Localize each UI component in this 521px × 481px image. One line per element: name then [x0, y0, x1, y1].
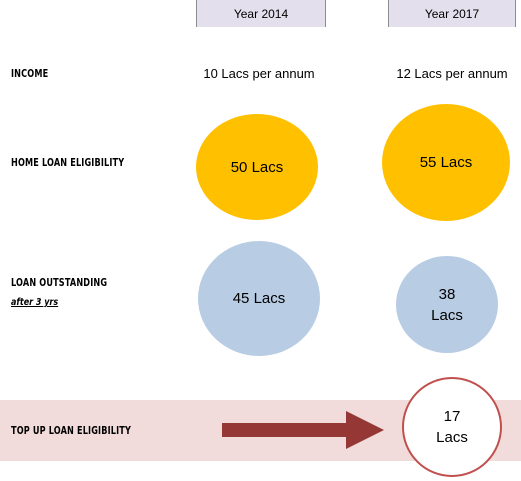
home-loan-2014-circle: 50 Lacs — [196, 114, 318, 220]
header-year-2014: Year 2014 — [196, 0, 326, 27]
top-up-loan-eligibility-label: TOP UP LOAN ELIGIBILITY — [11, 424, 132, 437]
outstanding-2014-value: 45 Lacs — [232, 290, 286, 307]
loan-outstanding-label: LOAN OUTSTANDING — [11, 276, 108, 289]
right-arrow-icon — [222, 411, 384, 449]
top-up-value: 17 — [443, 408, 461, 425]
top-up-unit: Lacs — [436, 429, 468, 446]
income-label: INCOME — [11, 67, 49, 80]
home-loan-eligibility-label: HOME LOAN ELIGIBILITY — [11, 156, 125, 169]
header-year-2017: Year 2017 — [388, 0, 516, 27]
outstanding-2017-value: 38 — [438, 285, 456, 303]
outstanding-2017-unit: Lacs — [431, 306, 463, 324]
income-2017: 12 Lacs per annum — [396, 66, 508, 81]
top-up-value-circle: 17 Lacs — [402, 377, 502, 477]
outstanding-2017-circle: 38 Lacs — [396, 256, 498, 353]
home-loan-2017-value: 55 Lacs — [419, 154, 473, 171]
loan-outstanding-sublabel: after 3 yrs — [11, 297, 59, 308]
home-loan-2014-value: 50 Lacs — [230, 158, 284, 176]
income-2014: 10 Lacs per annum — [203, 66, 315, 81]
home-loan-2017-circle: 55 Lacs — [382, 104, 510, 221]
outstanding-2014-circle: 45 Lacs — [198, 241, 320, 356]
